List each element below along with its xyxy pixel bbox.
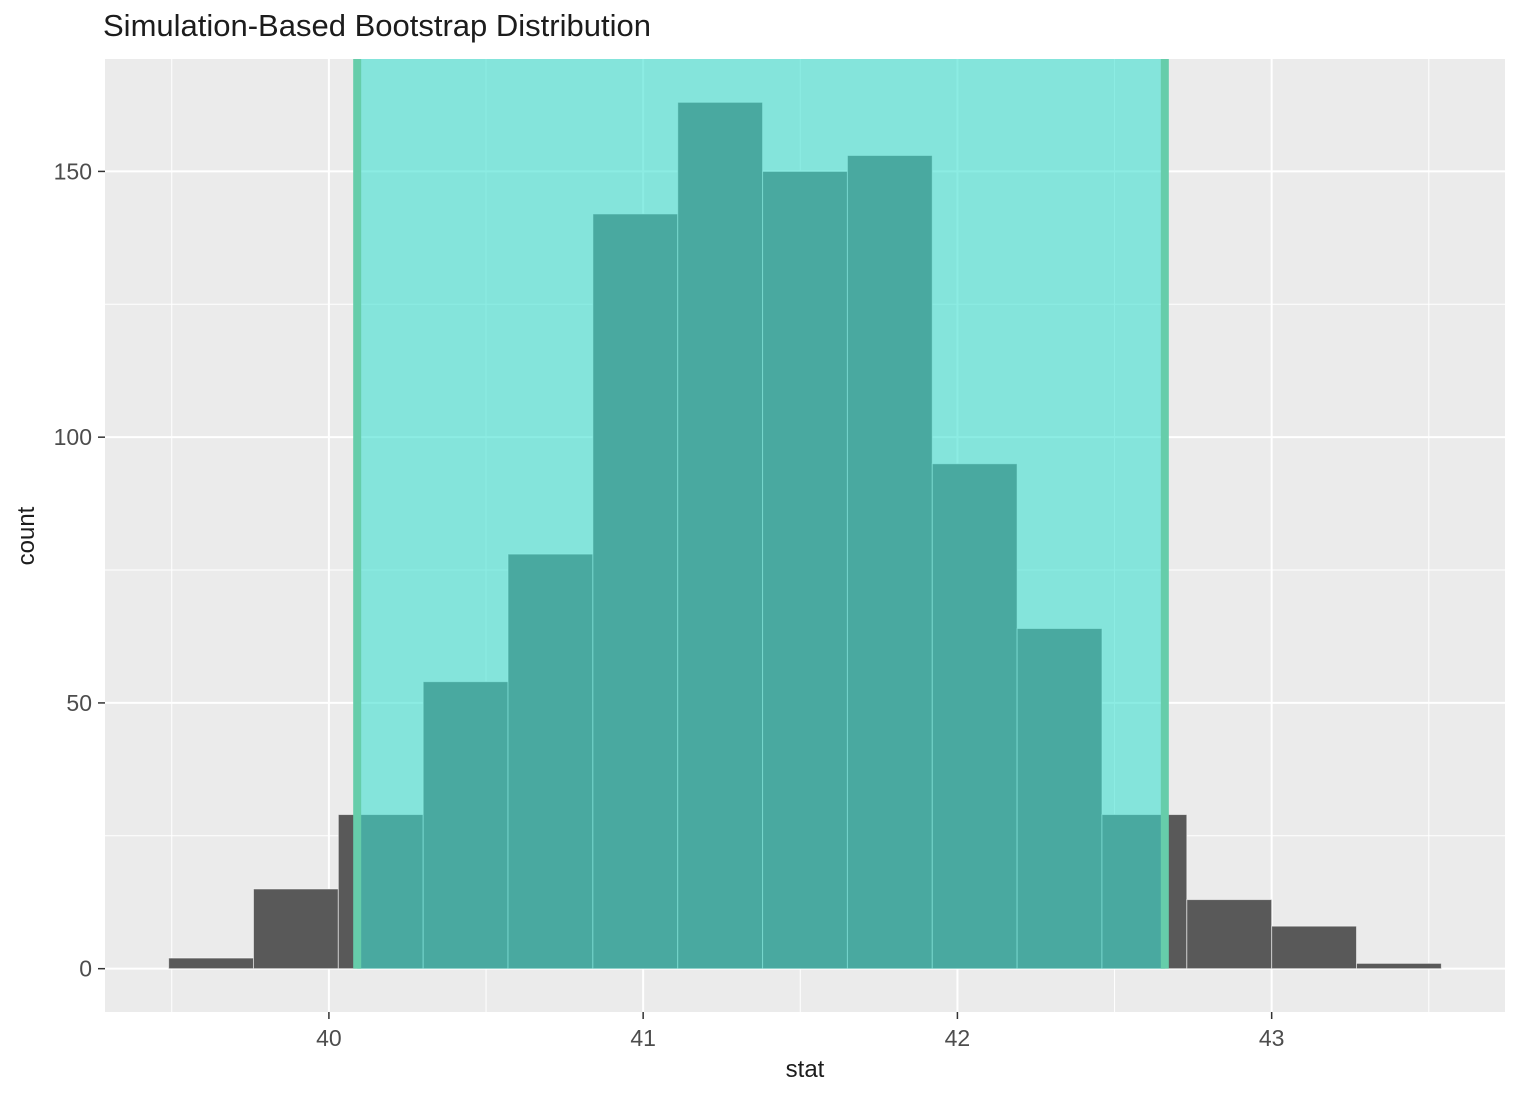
y-tick-label: 150 <box>54 158 92 184</box>
ci-shade-region <box>357 59 1165 969</box>
histogram-bar <box>1271 925 1358 970</box>
y-tick-label: 0 <box>79 956 92 982</box>
x-axis-title: stat <box>785 1056 825 1083</box>
histogram-bar <box>1356 962 1442 970</box>
x-tick-label: 40 <box>316 1025 342 1051</box>
histogram-bar <box>1186 899 1273 970</box>
chart-title: Simulation-Based Bootstrap Distribution <box>103 8 651 43</box>
x-tick-label: 43 <box>1259 1025 1285 1051</box>
x-tick-label: 41 <box>630 1025 656 1051</box>
y-tick-label: 100 <box>54 424 92 450</box>
histogram-bar <box>252 888 339 970</box>
y-tick-label: 50 <box>66 690 92 716</box>
y-axis-title: count <box>13 506 40 566</box>
x-tick-label: 42 <box>945 1025 971 1051</box>
histogram-bar <box>168 957 254 970</box>
